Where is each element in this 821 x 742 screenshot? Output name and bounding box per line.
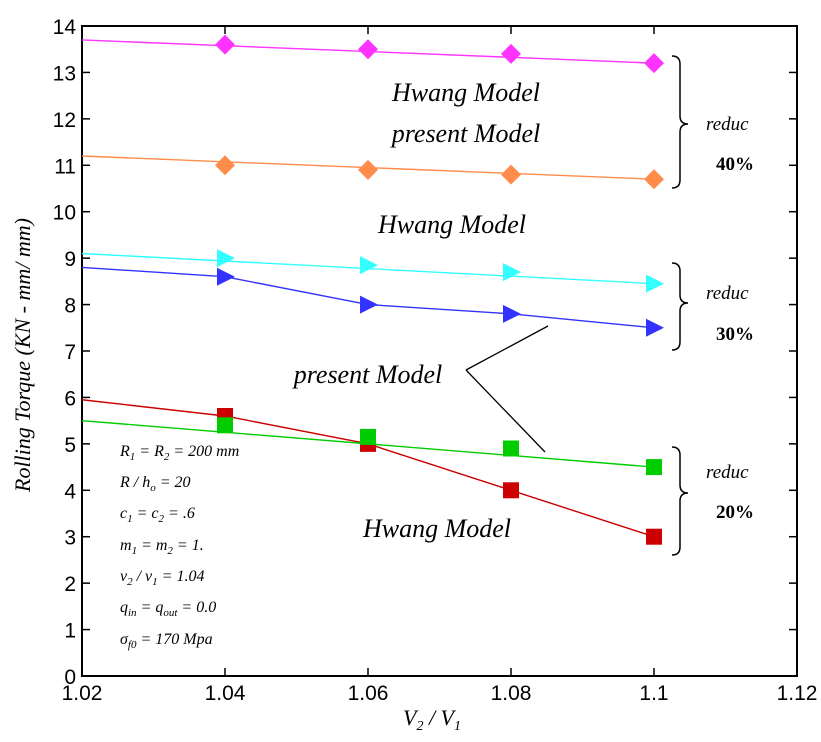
param-q: qin = qout = 0.0 <box>120 599 216 619</box>
brace-20 <box>671 446 689 556</box>
data-point <box>503 440 519 457</box>
y-tick-label: 1 <box>64 620 76 643</box>
series-1 <box>81 155 664 190</box>
hwang-model-label-mid: Hwang Model <box>377 210 526 239</box>
data-point <box>646 528 662 545</box>
series-5 <box>81 417 662 476</box>
y-tick-label: 5 <box>64 434 76 457</box>
pct-label-40: 40% <box>716 154 754 175</box>
pct-label-30: 30% <box>716 324 754 345</box>
hwang-model-label-bottom: Hwang Model <box>362 514 511 543</box>
y-tick-label: 8 <box>64 295 76 318</box>
data-point <box>646 274 664 293</box>
data-point <box>360 428 376 445</box>
pct-label-20: 20% <box>716 502 754 523</box>
reduc-label-20: reduc <box>706 462 749 483</box>
data-point <box>360 256 378 275</box>
x-tick-label: 1.02 <box>62 682 103 705</box>
x-tick-label: 1.12 <box>777 682 818 705</box>
param-m: m1 = m2 = 1. <box>120 537 204 557</box>
data-point <box>503 304 521 323</box>
param-sigma: σf0 = 170 Mpa <box>120 631 213 651</box>
data-point <box>646 459 662 476</box>
x-tick-label: 1.08 <box>491 682 532 705</box>
series-line <box>81 266 655 329</box>
data-point <box>215 155 235 176</box>
x-tick-label: 1.1 <box>639 682 668 705</box>
y-axis-title: Rolling Torque (KN - mm/ mm) <box>10 218 35 493</box>
x-axis-title: V2 / V1 <box>403 705 461 734</box>
y-tick-label: 9 <box>64 248 76 271</box>
reduc-label-30: reduc <box>706 283 749 304</box>
series-3 <box>81 266 664 337</box>
data-point <box>358 159 378 180</box>
y-tick-label: 13 <box>53 62 76 85</box>
data-point <box>501 43 521 64</box>
y-tick-label: 10 <box>53 202 76 225</box>
data-point <box>646 318 664 337</box>
y-tick-label: 4 <box>64 480 76 503</box>
y-tick-label: 6 <box>64 387 76 410</box>
present-model-label-top: present Model <box>390 119 541 148</box>
reduc-label-40: reduc <box>706 114 749 135</box>
data-point <box>358 39 378 60</box>
brace-40 <box>671 55 689 189</box>
hwang-model-label-top: Hwang Model <box>391 78 540 107</box>
y-tick-label: 7 <box>64 341 76 364</box>
x-tick-label: 1.06 <box>348 682 389 705</box>
parameter-block: R1 = R2 = 200 mm R / ho = 20 c1 = c2 = .… <box>119 443 239 651</box>
param-radius: R1 = R2 = 200 mm <box>119 443 239 463</box>
y-tick-label: 12 <box>53 109 76 132</box>
param-ratio: R / ho = 20 <box>119 474 191 494</box>
data-point <box>644 53 664 74</box>
data-point <box>644 169 664 190</box>
y-tick-label: 0 <box>64 666 76 689</box>
y-tick-label: 14 <box>53 16 77 39</box>
data-point <box>215 34 235 55</box>
param-v: v2 / v1 = 1.04 <box>120 568 204 588</box>
data-point <box>217 417 233 434</box>
data-point <box>501 164 521 185</box>
data-point <box>217 267 235 286</box>
y-tick-label: 11 <box>54 155 76 178</box>
present-model-label-mid: present Model <box>292 360 443 389</box>
leader-line-to-green <box>465 369 546 453</box>
data-point <box>217 249 235 268</box>
series-0 <box>81 34 664 74</box>
data-point <box>360 295 378 314</box>
brace-30 <box>671 262 689 351</box>
series-2 <box>81 249 664 293</box>
y-tick-label: 2 <box>64 573 76 596</box>
data-point <box>503 263 521 282</box>
data-point <box>503 482 519 499</box>
x-tick-label: 1.04 <box>205 682 246 705</box>
y-tick-label: 3 <box>64 527 76 550</box>
leader-line-to-blue <box>465 325 549 371</box>
param-c: c1 = c2 = .6 <box>120 505 195 525</box>
series-group <box>81 34 664 545</box>
